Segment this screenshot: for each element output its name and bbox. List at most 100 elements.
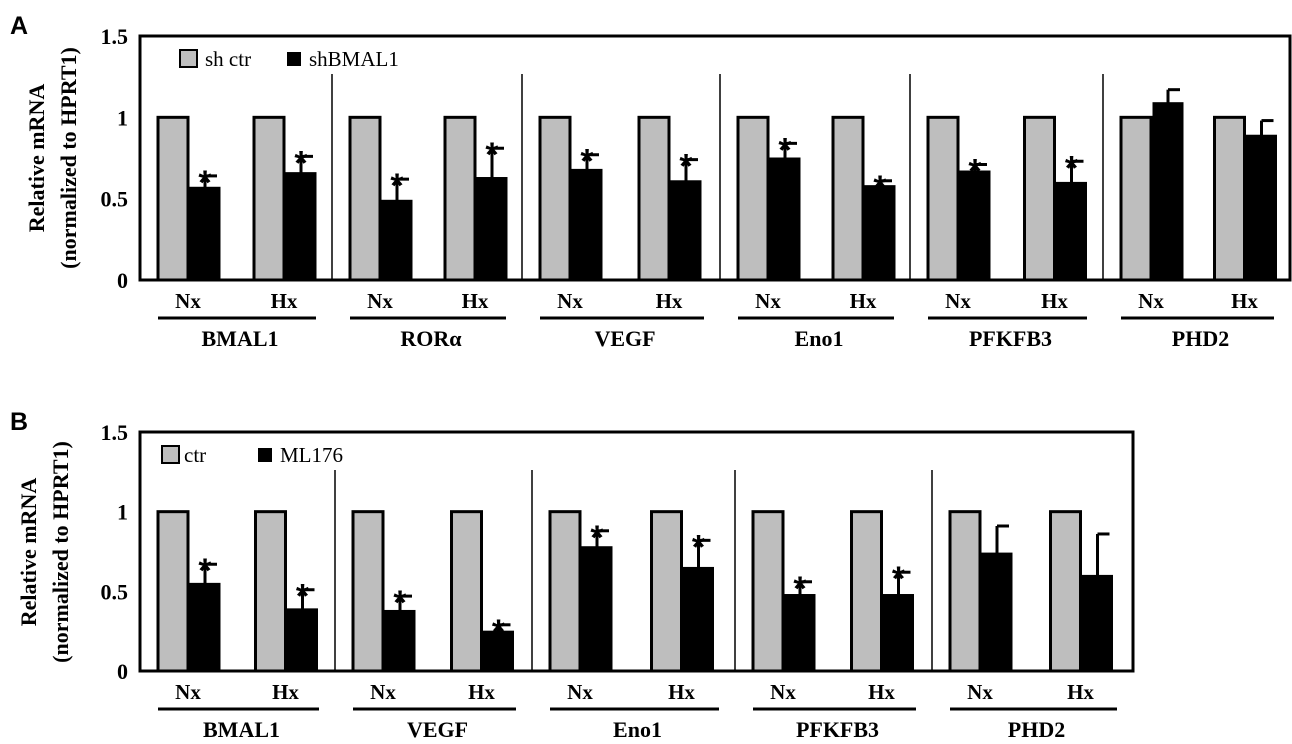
significance-star: * bbox=[873, 169, 887, 207]
condition-label: Nx bbox=[1138, 289, 1164, 313]
panel-a: A Relative mRNA (normalized to HPRT1) 0 0.5 1… bbox=[10, 12, 1292, 351]
significance-star: * bbox=[393, 584, 407, 622]
legend-label-ctr: sh ctr bbox=[205, 47, 251, 71]
bar-ctr bbox=[948, 510, 982, 673]
gene-group: * Nx * Hx BMAL1 bbox=[156, 510, 319, 742]
significance-star: * bbox=[1065, 149, 1079, 187]
bar-treated bbox=[381, 199, 413, 281]
legend-label-treated: shBMAL1 bbox=[309, 47, 399, 71]
bar-ctr bbox=[548, 510, 582, 673]
bar-treated bbox=[1082, 574, 1113, 672]
bar-ctr bbox=[850, 510, 883, 673]
significance-star: * bbox=[692, 528, 706, 566]
significance-star: * bbox=[485, 136, 499, 174]
condition-label: Hx bbox=[868, 680, 895, 704]
gene-group: * Nx * Hx PFKFB3 bbox=[751, 510, 916, 742]
bar-treated bbox=[189, 582, 221, 672]
y-axis-label-line: (normalized to HPRT1) bbox=[48, 441, 73, 663]
bar-treated bbox=[285, 172, 317, 281]
condition-label: Nx bbox=[755, 289, 781, 313]
plot-frame bbox=[138, 34, 1292, 282]
condition-label: Hx bbox=[1231, 289, 1258, 313]
y-tick-label: 1.5 bbox=[101, 24, 129, 49]
condition-label: Nx bbox=[557, 289, 583, 313]
gene-label: Eno1 bbox=[795, 326, 844, 351]
bar-treated bbox=[670, 180, 702, 281]
y-axis-label: Relative mRNA (normalized to HPRT1) bbox=[24, 47, 81, 269]
gene-label: PFKFB3 bbox=[796, 717, 879, 742]
y-tick-label: 0.5 bbox=[101, 187, 129, 212]
bar-ctr bbox=[736, 115, 770, 282]
bar-ctr bbox=[254, 510, 287, 673]
condition-label: Hx bbox=[468, 680, 495, 704]
bar-treated bbox=[1056, 181, 1087, 281]
legend-swatch-treated bbox=[287, 52, 301, 66]
y-tick-label: 1 bbox=[117, 500, 128, 525]
legend-label-treated: ML176 bbox=[280, 443, 343, 467]
bar-ctr bbox=[156, 510, 190, 673]
legend-swatch-ctr bbox=[161, 445, 180, 464]
bar-treated bbox=[483, 630, 514, 672]
significance-star: * bbox=[590, 519, 604, 557]
bar-treated bbox=[384, 609, 416, 672]
condition-label: Nx bbox=[367, 289, 393, 313]
panel-letter: A bbox=[10, 12, 28, 40]
y-tick-label: 0 bbox=[117, 268, 128, 293]
significance-star: * bbox=[793, 570, 807, 608]
y-axis-label: Relative mRNA (normalized to HPRT1) bbox=[16, 441, 73, 663]
significance-star: * bbox=[296, 578, 310, 616]
condition-label: Nx bbox=[967, 680, 993, 704]
bar-treated bbox=[1246, 134, 1277, 281]
bar-ctr bbox=[1049, 510, 1082, 673]
significance-star: * bbox=[390, 167, 404, 205]
gene-label: Eno1 bbox=[613, 717, 662, 742]
bar-ctr bbox=[650, 510, 683, 673]
bar-treated bbox=[1152, 102, 1184, 281]
legend-swatch-ctr bbox=[179, 49, 198, 68]
condition-label: Nx bbox=[175, 289, 201, 313]
legend-label-ctr: ctr bbox=[184, 443, 206, 467]
bar-ctr bbox=[450, 510, 483, 673]
bar-ctr bbox=[751, 510, 785, 673]
significance-star: * bbox=[778, 131, 792, 169]
y-axis-label-line: (normalized to HPRT1) bbox=[56, 47, 81, 269]
gene-label: PHD2 bbox=[1008, 717, 1065, 742]
bar-ctr bbox=[1023, 115, 1056, 282]
legend: sh ctr shBMAL1 bbox=[179, 47, 399, 71]
bar-ctr bbox=[831, 115, 865, 282]
condition-label: Nx bbox=[175, 680, 201, 704]
condition-label: Hx bbox=[1067, 680, 1094, 704]
bar-treated bbox=[981, 552, 1013, 672]
condition-label: Hx bbox=[462, 289, 489, 313]
significance-star: * bbox=[892, 560, 906, 598]
condition-label: Nx bbox=[567, 680, 593, 704]
plot-frame bbox=[138, 430, 1135, 673]
bar-treated bbox=[683, 566, 714, 672]
bar-ctr bbox=[637, 115, 671, 282]
bar-treated bbox=[571, 168, 603, 281]
condition-label: Hx bbox=[656, 289, 683, 313]
y-tick-label: 0.5 bbox=[101, 579, 129, 604]
condition-label: Nx bbox=[370, 680, 396, 704]
condition-label: Nx bbox=[945, 289, 971, 313]
gene-label: BMAL1 bbox=[203, 717, 280, 742]
significance-star: * bbox=[198, 164, 212, 202]
gene-label: PHD2 bbox=[1172, 326, 1229, 351]
panel-letter: B bbox=[10, 408, 28, 436]
y-axis-label-line: Relative mRNA bbox=[16, 478, 41, 627]
gene-group: * Nx * Hx PFKFB3 bbox=[926, 115, 1087, 351]
gene-label: VEGF bbox=[594, 326, 655, 351]
bar-treated bbox=[883, 594, 914, 672]
bar-ctr bbox=[156, 115, 190, 282]
gene-label: VEGF bbox=[407, 717, 468, 742]
gene-label: BMAL1 bbox=[202, 326, 279, 351]
condition-label: Hx bbox=[850, 289, 877, 313]
bar-ctr bbox=[348, 115, 382, 282]
bar-ctr bbox=[1213, 115, 1246, 282]
bar-ctr bbox=[252, 115, 286, 282]
significance-star: * bbox=[968, 153, 982, 191]
